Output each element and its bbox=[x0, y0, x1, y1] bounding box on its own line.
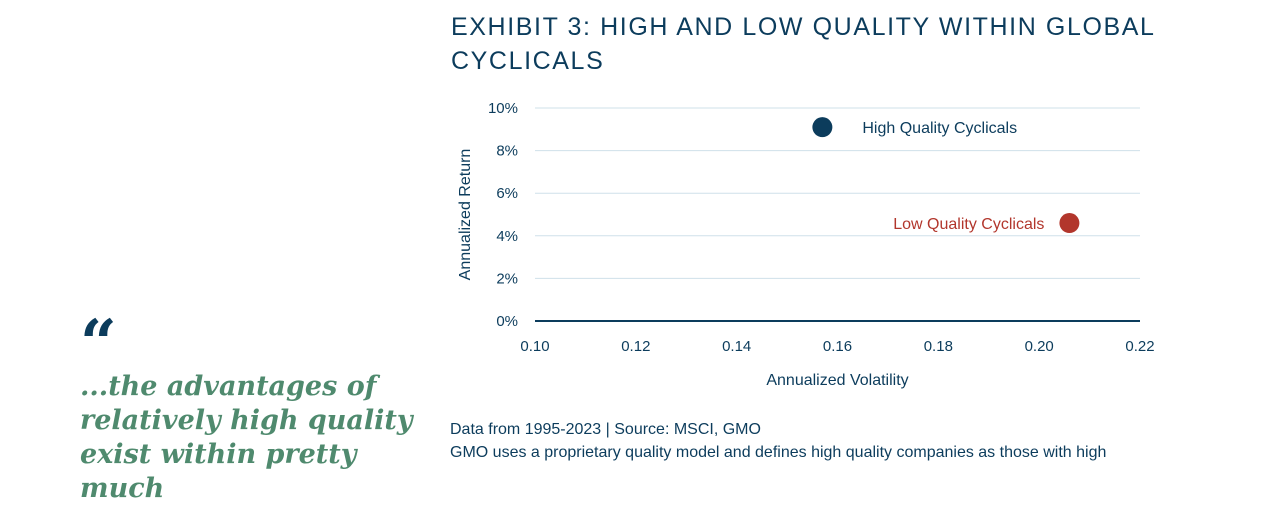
x-tick-label: 0.20 bbox=[1025, 338, 1054, 355]
methodology-note: GMO uses a proprietary quality model and… bbox=[450, 444, 1107, 461]
point-label: High Quality Cyclicals bbox=[862, 120, 1017, 137]
x-tick-label: 0.18 bbox=[924, 338, 953, 355]
x-axis-title: Annualized Volatility bbox=[766, 372, 908, 389]
data-points: High Quality Cyclicals Low Quality Cyclic… bbox=[812, 117, 1080, 234]
x-tick-label: 0.12 bbox=[621, 338, 650, 355]
data-point bbox=[812, 117, 833, 138]
point-label: Low Quality Cyclicals bbox=[893, 216, 1044, 233]
pull-quote: ...the advantages of relatively high qua… bbox=[80, 371, 413, 504]
x-tick-label: 0.16 bbox=[823, 338, 852, 355]
y-tick-label: 10% bbox=[488, 100, 518, 117]
y-tick-label: 4% bbox=[496, 228, 518, 245]
x-tick-label: 0.22 bbox=[1125, 338, 1154, 355]
quote-mark-icon: “ bbox=[80, 306, 117, 381]
exhibit-title: EXHIBIT 3: HIGH AND LOW QUALITY WITHIN G… bbox=[451, 13, 1155, 75]
data-point bbox=[1059, 213, 1080, 234]
x-tick-labels: 0.10 0.12 0.14 0.16 0.18 0.20 0.22 bbox=[520, 338, 1154, 355]
y-tick-label: 2% bbox=[496, 270, 518, 287]
y-tick-label: 6% bbox=[496, 185, 518, 202]
y-axis-title: Annualized Return bbox=[457, 149, 474, 281]
y-tick-labels: 0% 2% 4% 6% 8% 10% bbox=[488, 100, 518, 330]
x-tick-label: 0.14 bbox=[722, 338, 751, 355]
grid-lines bbox=[535, 107, 1140, 279]
scatter-chart: 0%2%4%6%8%10% 0.10 0.12 0.14 0.16 0.18 0.20 0.… bbox=[457, 100, 1155, 389]
source-line: Data from 1995-2023 | Source: MSCI, GMO bbox=[450, 421, 761, 438]
y-tick-label: 0% bbox=[496, 313, 518, 330]
x-tick-label: 0.10 bbox=[520, 338, 549, 355]
y-tick-label: 8% bbox=[496, 143, 518, 160]
